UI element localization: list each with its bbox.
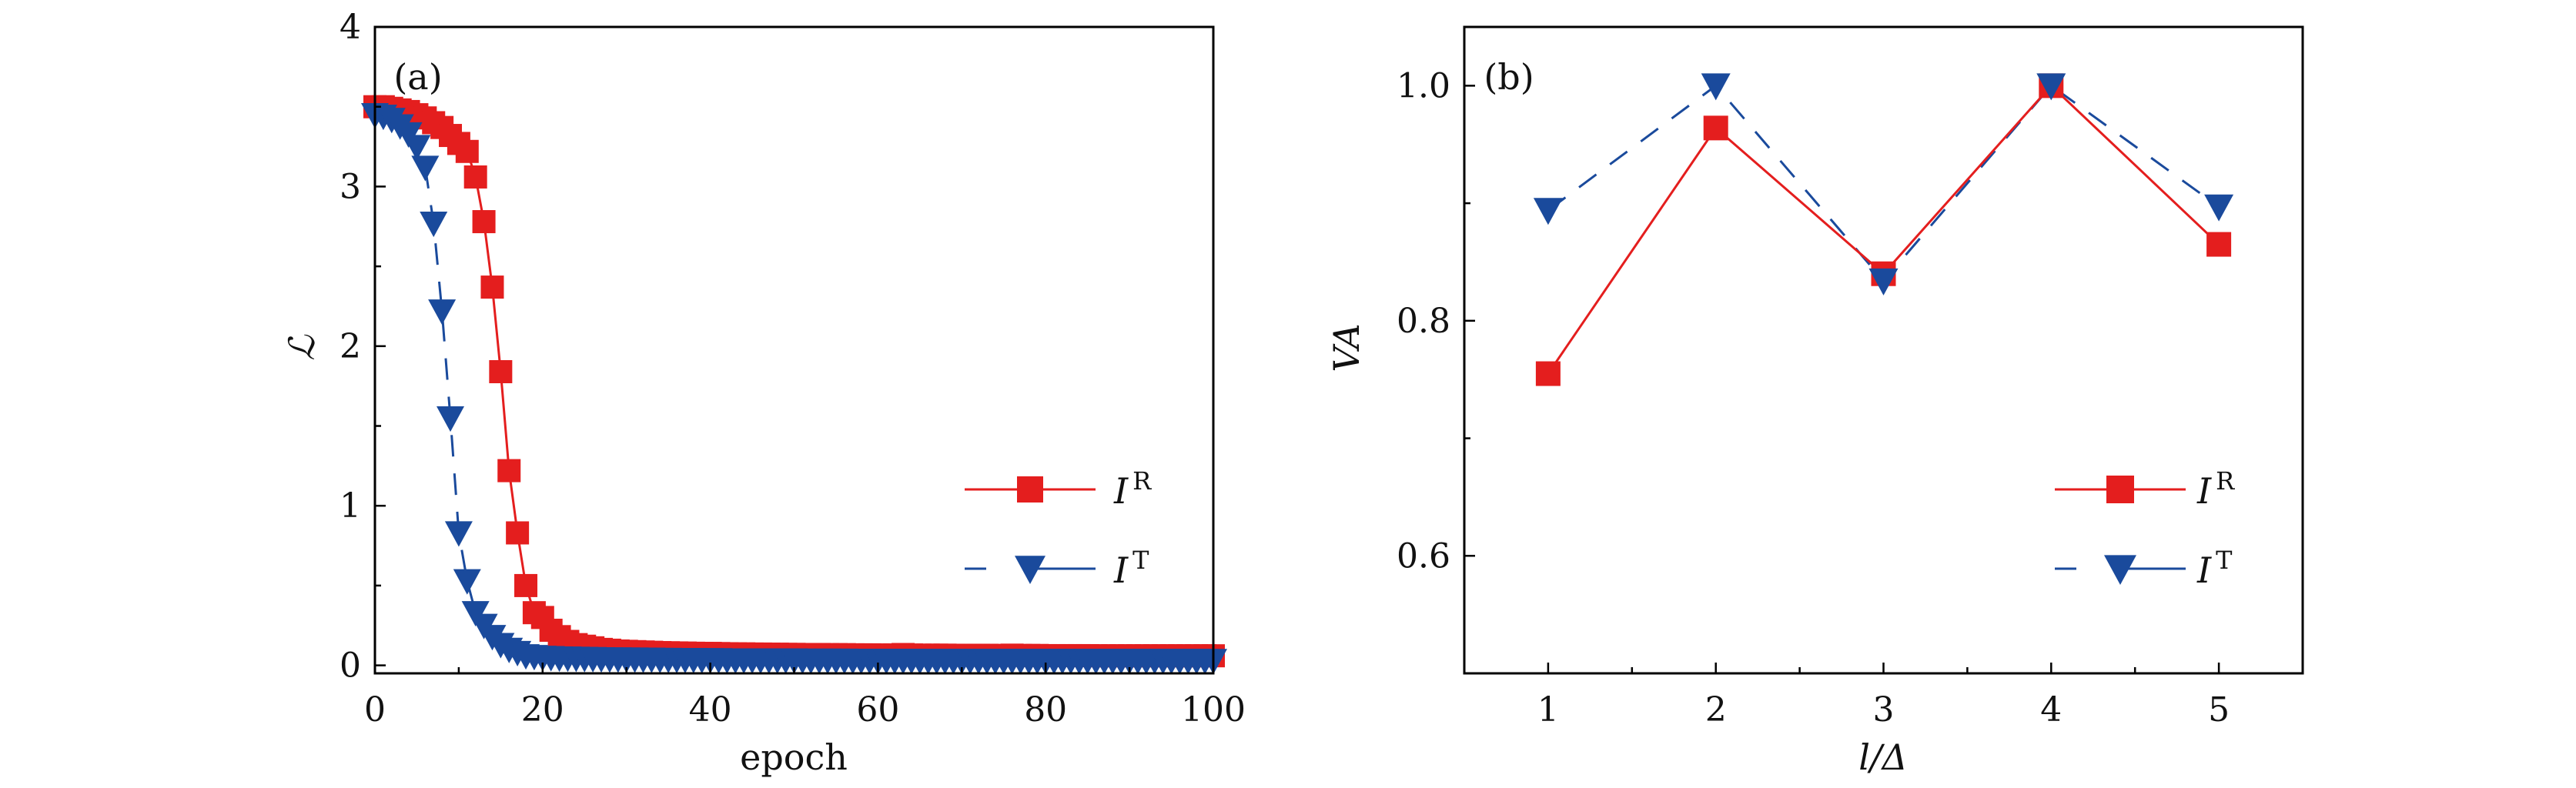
data-point-r: [480, 275, 504, 299]
x-tick-label: 60: [856, 690, 899, 730]
plot-frame: [1463, 25, 2304, 675]
series-line-t: [374, 113, 1213, 662]
data-point-t: [420, 211, 448, 238]
y-tick-label: 0.8: [1397, 302, 1450, 341]
x-tick-label: 3: [1873, 690, 1895, 730]
x-tick-label: 4: [2040, 690, 2062, 730]
data-point-t: [461, 601, 490, 627]
x-tick-label: 2: [1705, 690, 1727, 730]
data-point-r: [463, 165, 487, 189]
data-point-t: [428, 299, 457, 326]
data-point-t: [1701, 73, 1731, 101]
panel-label-b: (b): [1484, 56, 1534, 98]
x-tick-label: 80: [1024, 690, 1067, 730]
x-axis-label-a: epoch: [740, 736, 848, 778]
legend-marker: [2104, 555, 2136, 585]
y-axis-label-a: ℒ: [281, 335, 323, 361]
series-line-r: [1547, 84, 2220, 375]
y-tick-label: 0: [340, 646, 361, 686]
panel-b-va-chart: (b) l/Δ VA 1 2 3 4 5 0.6 0.8 1.0 I R I T: [1326, 25, 2304, 778]
x-tick-label: 5: [2208, 690, 2230, 730]
y-tick-label: 2: [340, 327, 361, 366]
panel-label-a: (a): [393, 56, 442, 98]
data-point-t: [444, 521, 473, 547]
data-point-t: [1533, 198, 1563, 225]
series-line-t: [1547, 84, 2220, 283]
x-tick-label: 20: [521, 690, 564, 730]
x-tick-label: 0: [364, 690, 386, 730]
y-tick-label: 4: [340, 8, 361, 47]
data-point-r: [472, 210, 496, 234]
legend-marker: [2106, 476, 2134, 503]
x-axis-label-b: l/Δ: [1858, 736, 1907, 778]
y-tick-label: 1: [340, 486, 361, 526]
data-point-r: [497, 459, 521, 482]
data-point-t: [403, 135, 431, 161]
data-point-t: [437, 406, 465, 432]
data-point-t: [2036, 73, 2066, 101]
y-axis-label-b: VA: [1326, 323, 1367, 372]
data-point-t: [453, 569, 481, 595]
plot-frame: [373, 25, 1215, 675]
y-tick-label: 3: [340, 167, 361, 206]
y-tick-label: 1.0: [1397, 66, 1450, 105]
x-tick-label: 40: [689, 690, 732, 730]
data-point-r: [1535, 361, 1561, 386]
panel-a-loss-chart: (a) epoch ℒ 0 20 40 60 80 100 0 1 2 3 4 I R I T: [281, 8, 1246, 778]
data-point-r: [489, 360, 513, 383]
data-point-t: [394, 122, 423, 148]
data-point-t: [2204, 194, 2234, 222]
x-tick-label: 1: [1537, 690, 1559, 730]
x-tick-label: 100: [1181, 690, 1246, 730]
y-tick-label: 0.6: [1397, 536, 1450, 576]
data-point-t: [1868, 268, 1899, 296]
legend-marker: [1017, 476, 1043, 503]
data-point-r: [506, 521, 530, 545]
data-point-r: [2206, 232, 2232, 257]
legend-marker: [1015, 556, 1045, 584]
data-point-t: [411, 155, 440, 182]
data-point-r: [455, 139, 479, 163]
data-point-r: [514, 573, 538, 597]
data-point-r: [1703, 115, 1728, 141]
